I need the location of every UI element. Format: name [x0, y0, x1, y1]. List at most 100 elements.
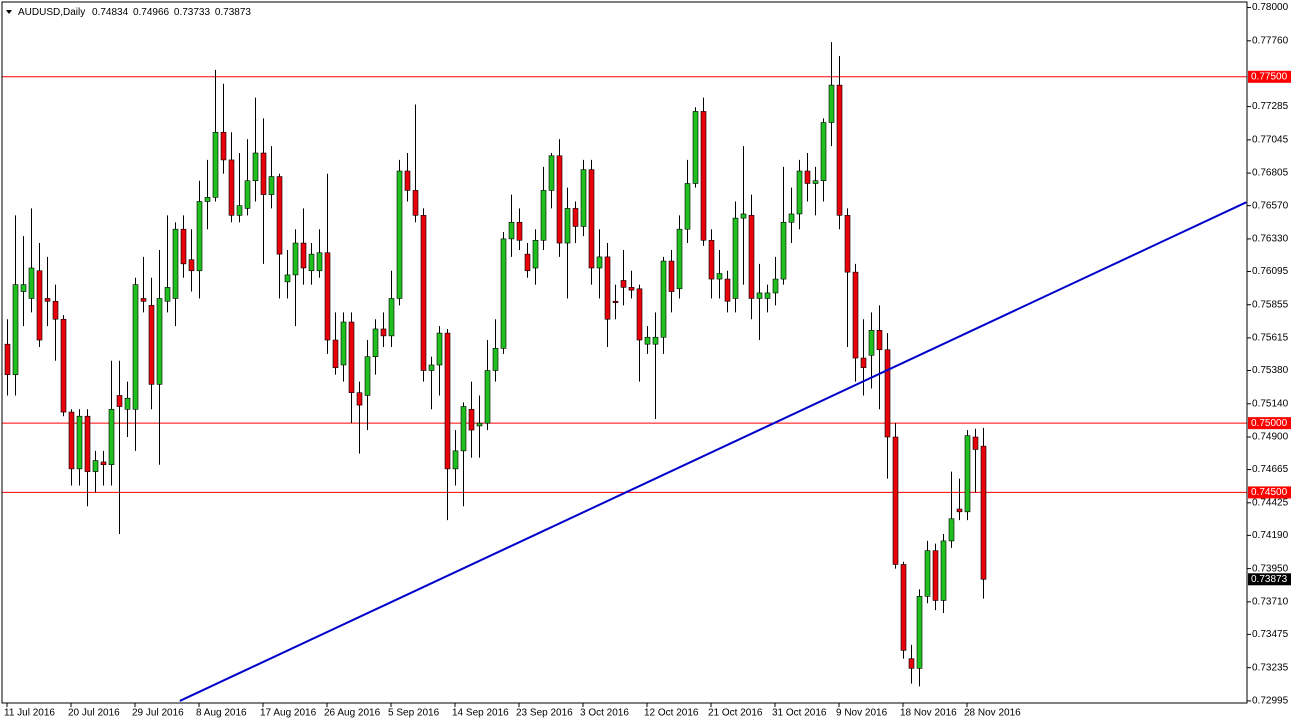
plot-area — [2, 42, 1247, 702]
y-tick-label: 0.76095 — [1252, 266, 1289, 277]
x-tick-label: 3 Oct 2016 — [580, 708, 629, 719]
candle-body — [908, 658, 915, 669]
candle-body — [524, 253, 531, 272]
x-tick-label: 5 Sep 2016 — [388, 708, 440, 719]
candle-body — [756, 292, 763, 299]
candle-body — [644, 336, 651, 345]
candle-body — [308, 253, 315, 272]
candle-body — [580, 169, 587, 227]
candle-body — [476, 422, 483, 427]
candle-body — [420, 215, 427, 371]
candle-body — [76, 415, 83, 470]
candle-body — [172, 228, 179, 299]
menu-arrow[interactable] — [6, 10, 12, 14]
x-tick-label: 26 Aug 2016 — [324, 708, 381, 719]
candle-body — [708, 239, 715, 280]
candle-body — [316, 252, 323, 272]
candle-body — [860, 357, 867, 369]
candle-body — [812, 180, 819, 184]
candle-body — [748, 215, 755, 299]
candle-body — [796, 170, 803, 215]
candle-body — [588, 169, 595, 269]
candle-body — [156, 298, 163, 385]
candle-body — [20, 284, 27, 292]
candle-body — [36, 270, 43, 341]
candle-body — [660, 260, 667, 338]
candle-body — [620, 280, 627, 288]
header-close: 0.73873 — [215, 7, 252, 18]
candle-body — [340, 321, 347, 366]
candle-body — [948, 518, 955, 542]
candle-body — [84, 415, 91, 472]
y-tick-label: 0.77760 — [1252, 35, 1289, 46]
candle-body — [276, 176, 283, 255]
candle-body — [844, 215, 851, 273]
candle-body — [212, 131, 219, 198]
candle-body — [132, 284, 139, 410]
candle-body — [508, 221, 515, 240]
last-price-label: 0.73873 — [1251, 574, 1288, 585]
candle-body — [676, 228, 683, 290]
candle-body — [940, 540, 947, 601]
candle-body — [60, 318, 67, 413]
y-tick-label: 0.72995 — [1252, 696, 1289, 707]
candle-body — [92, 460, 99, 472]
candle-body — [164, 287, 171, 302]
candle-body — [724, 278, 731, 302]
y-tick-label: 0.76805 — [1252, 168, 1289, 179]
candle-body — [4, 343, 11, 375]
candle-body — [492, 348, 499, 371]
x-tick-label: 23 Sep 2016 — [516, 708, 573, 719]
candle-body — [876, 330, 883, 351]
candle-body — [668, 260, 675, 292]
candle-body — [956, 508, 963, 513]
level-label: 0.75000 — [1251, 418, 1288, 429]
candle-body — [732, 217, 739, 299]
candle-body — [596, 256, 603, 269]
candle-body — [236, 205, 243, 216]
y-tick-label: 0.76330 — [1252, 234, 1289, 245]
candle-body — [356, 392, 363, 406]
candle-body — [428, 364, 435, 371]
candle-body — [124, 397, 131, 410]
x-tick-label: 11 Jul 2016 — [4, 708, 55, 719]
y-tick-label: 0.75380 — [1252, 365, 1289, 376]
candle-body — [388, 298, 395, 337]
candle-body — [460, 406, 467, 452]
candle-body — [108, 409, 115, 466]
candle-body — [396, 170, 403, 299]
candle-body — [556, 155, 563, 244]
candle-body — [604, 256, 611, 320]
candle-body — [652, 336, 659, 345]
x-tick-label: 28 Nov 2016 — [964, 708, 1021, 719]
candle-body — [804, 170, 811, 184]
header-open: 0.74834 — [92, 7, 129, 18]
x-tick-label: 17 Aug 2016 — [260, 708, 317, 719]
y-tick-label: 0.73710 — [1252, 597, 1289, 608]
y-tick-label: 0.74665 — [1252, 464, 1289, 475]
candle-body — [892, 436, 899, 565]
y-tick-label: 0.74425 — [1252, 497, 1289, 508]
candle-body — [12, 284, 19, 375]
candle-body — [116, 395, 123, 407]
candle-body — [852, 271, 859, 359]
candle-body — [260, 152, 267, 195]
plot-border — [1, 1, 1248, 704]
candle-body — [68, 411, 75, 470]
candle-body — [436, 332, 443, 366]
candle-body — [548, 155, 555, 191]
header-low: 0.73733 — [174, 7, 211, 18]
x-tick-label: 8 Aug 2016 — [196, 708, 247, 719]
candle-body — [612, 300, 619, 303]
candle-body — [52, 300, 59, 320]
candle-body — [100, 461, 107, 466]
candle-body — [204, 197, 211, 202]
candle-body — [28, 267, 35, 299]
candle-body — [372, 328, 379, 357]
candle-body — [324, 252, 331, 341]
candle-body — [772, 278, 779, 294]
candle-body — [532, 239, 539, 269]
candle-body — [452, 450, 459, 470]
candle-body — [468, 409, 475, 431]
